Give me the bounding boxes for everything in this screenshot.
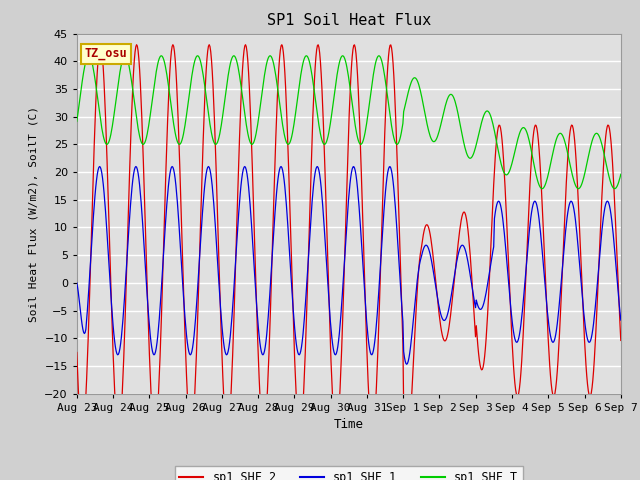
X-axis label: Time: Time bbox=[334, 418, 364, 431]
Title: SP1 Soil Heat Flux: SP1 Soil Heat Flux bbox=[267, 13, 431, 28]
Legend: sp1_SHF_2, sp1_SHF_1, sp1_SHF_T: sp1_SHF_2, sp1_SHF_1, sp1_SHF_T bbox=[175, 466, 523, 480]
Y-axis label: Soil Heat Flux (W/m2), SoilT (C): Soil Heat Flux (W/m2), SoilT (C) bbox=[29, 106, 38, 322]
Text: TZ_osu: TZ_osu bbox=[85, 48, 128, 60]
